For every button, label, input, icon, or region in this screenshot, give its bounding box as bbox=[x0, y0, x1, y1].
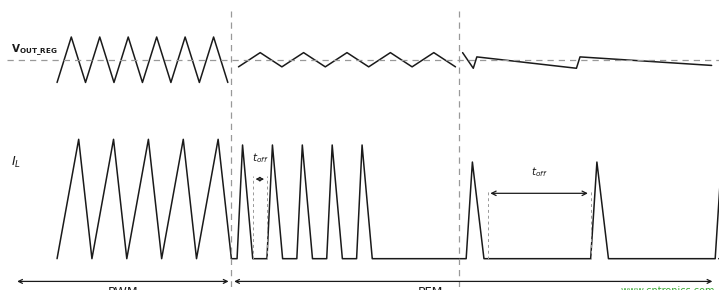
Text: $I_L$: $I_L$ bbox=[11, 155, 21, 170]
Text: PWM: PWM bbox=[107, 286, 138, 290]
Text: www.cntronics.com: www.cntronics.com bbox=[621, 286, 715, 290]
Text: $t_{off}$: $t_{off}$ bbox=[531, 165, 547, 179]
Text: PFM: PFM bbox=[418, 286, 444, 290]
Text: $t_{off}$: $t_{off}$ bbox=[252, 151, 268, 165]
Text: $\mathbf{V}_{\mathbf{OUT\_REG}}$: $\mathbf{V}_{\mathbf{OUT\_REG}}$ bbox=[11, 43, 57, 58]
